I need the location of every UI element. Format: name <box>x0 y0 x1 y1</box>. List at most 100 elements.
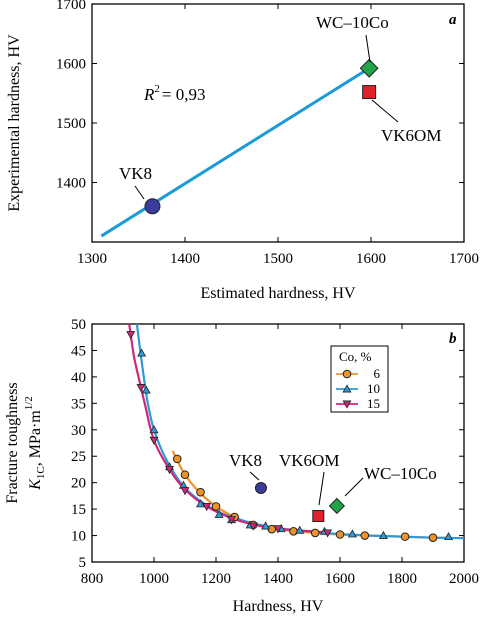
point-wc10co <box>328 497 346 515</box>
series-6-point <box>360 531 370 540</box>
series-10-point <box>295 525 305 534</box>
series-15-point <box>202 503 212 512</box>
panel-b-tick-labels: 800 1000 1200 1400 1600 1800 20005101520253035… <box>71 317 479 587</box>
series-6-point <box>196 487 205 497</box>
y-tick-label: 45 <box>71 343 86 359</box>
x-tick-label: 1600 <box>356 251 386 267</box>
x-tick-label: 1000 <box>139 571 169 587</box>
series-15-point <box>136 384 146 393</box>
x-tick-label: 1300 <box>77 251 107 267</box>
series-10-point <box>214 509 224 518</box>
x-tick-label: 1700 <box>449 251 479 267</box>
panel-a-pointer-vk8 <box>134 185 145 200</box>
point-vk8 <box>254 481 267 494</box>
panel-a-label-vk8: VK8 <box>119 164 152 183</box>
x-tick-label: 1400 <box>263 571 293 587</box>
y-tick-label: 1400 <box>56 176 86 192</box>
series-15-curve <box>128 323 328 534</box>
x-tick-label: 1800 <box>387 571 417 587</box>
y-tick-label: 30 <box>71 423 86 439</box>
panel-b-label-wc10co: WC–10Co <box>364 464 437 483</box>
panel-b-curves <box>128 323 465 540</box>
y-tick-label: 1500 <box>56 116 86 132</box>
panel-b-points <box>254 481 346 522</box>
y-tick-label: 10 <box>71 529 86 545</box>
panel-a-letter: a <box>449 12 457 28</box>
legend-label-15: 15 <box>367 396 380 411</box>
series-6-point <box>211 502 221 511</box>
series-10-point <box>444 531 453 541</box>
y-tick-label: 15 <box>71 502 86 518</box>
series-15-point <box>227 516 236 525</box>
panel-b-x-axis-label: Hardness, HV <box>233 598 324 615</box>
series-10-point <box>137 348 147 357</box>
series-15-point <box>165 466 174 475</box>
y-tick-label: 20 <box>71 476 86 492</box>
legend-marker-15 <box>342 400 352 409</box>
x-tick-label: 800 <box>81 571 104 587</box>
series-15-point <box>248 522 258 531</box>
panel-b-label-vk6om: VK6OM <box>279 451 339 470</box>
series-15-point <box>273 525 283 534</box>
panel-a-points <box>144 58 379 215</box>
series-10-point <box>261 521 271 530</box>
panel-a-fit-line <box>100 66 370 238</box>
panel-a: 1300 1400 1500 1600 1700 1400 1500 1600 1700 a E… <box>6 0 479 302</box>
panel-b-label-vk8: VK8 <box>229 451 262 470</box>
ylabel-units: , MPa·m <box>27 410 44 467</box>
ylabel-k: K <box>27 478 44 491</box>
series-6-point <box>180 470 190 480</box>
point-wc10co <box>359 58 379 78</box>
point-vk6om <box>312 509 325 522</box>
y-tick-label: 40 <box>71 370 86 386</box>
r-squared-value: = 0,93 <box>162 85 206 104</box>
panel-a-label-wc10co: WC–10Co <box>316 13 389 32</box>
x-tick-label: 2000 <box>449 571 479 587</box>
point-vk8 <box>144 198 161 215</box>
panel-a-pointer-wc10co <box>365 34 371 63</box>
panel-a-pointer-vk6om <box>371 99 399 123</box>
x-tick-label: 1400 <box>170 251 200 267</box>
ylabel-sup: 1/2 <box>23 396 35 410</box>
legend-label-10: 10 <box>367 381 380 396</box>
panel-a-ticks <box>91 3 465 242</box>
series-10-curve <box>135 323 465 540</box>
legend-label-6: 6 <box>374 366 381 381</box>
y-tick-label: 1600 <box>56 57 86 73</box>
panel-b-pointer-wc10co <box>344 477 364 497</box>
series-10-point <box>196 499 205 508</box>
series-6-point <box>172 454 182 464</box>
series-15-point <box>180 487 190 496</box>
series-6-point <box>289 527 298 536</box>
ylabel-sub: 1C <box>35 466 47 479</box>
series-6-point <box>310 528 320 538</box>
panel-b-letter: b <box>449 331 457 347</box>
panel-b-markers <box>126 331 453 542</box>
point-vk6om <box>362 85 377 100</box>
panel-b-pointer-vk8 <box>249 471 260 481</box>
panel-b: 800 1000 1200 1400 1600 1800 20005101520253035… <box>4 317 479 615</box>
y-tick-label: 1700 <box>56 0 86 13</box>
y-tick-label: 50 <box>71 317 86 333</box>
series-15-point <box>126 331 136 340</box>
series-6-point <box>335 530 345 539</box>
series-15-point <box>323 529 333 538</box>
panel-a-x-axis-label: Estimated hardness, HV <box>200 285 356 302</box>
panel-b-y-axis-label-line1: Fracture toughness <box>4 382 21 503</box>
panel-a-y-axis-label: Experimental hardness, HV <box>6 34 23 212</box>
series-6-point <box>428 533 438 542</box>
panel-b-ticks <box>91 323 465 563</box>
panel-b-y-axis-label-line2: K1C, MPa·m1/2 <box>23 396 47 491</box>
y-tick-label: 25 <box>71 449 86 465</box>
series-10-point <box>149 425 159 434</box>
panel-a-label-vk6om: VK6OM <box>381 126 441 145</box>
x-tick-label: 1500 <box>263 251 293 267</box>
legend-marker-10 <box>342 384 352 393</box>
series-15-point <box>149 436 159 445</box>
legend-title: Co, % <box>339 349 372 364</box>
series-6-point <box>400 532 410 541</box>
panel-a-tick-labels: 1300 1400 1500 1600 1700 1400 1500 1600 1700 <box>56 0 479 267</box>
